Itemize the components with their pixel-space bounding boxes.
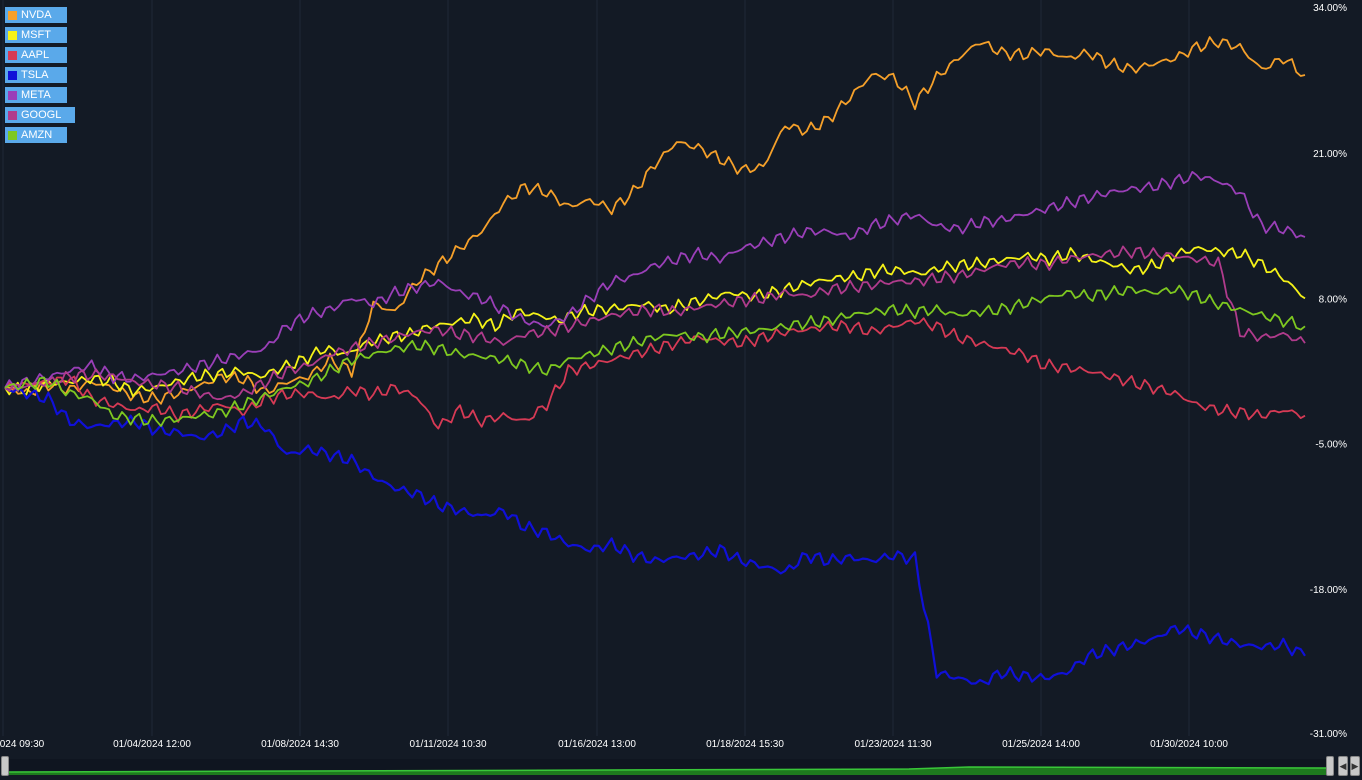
x-tick-label: 01/30/2024 10:00 (1150, 739, 1228, 750)
series-line-tsla (4, 386, 1306, 686)
legend-label: MSFT (21, 29, 51, 41)
legend-swatch (8, 30, 17, 40)
navigator-left-handle[interactable] (1, 756, 9, 776)
series-line-amzn (4, 284, 1306, 427)
navigator-track[interactable] (8, 759, 1328, 775)
series-line-meta (4, 171, 1306, 392)
legend-swatch (8, 50, 17, 60)
legend-swatch (8, 110, 17, 120)
legend-swatch (8, 130, 17, 140)
x-tick-label: 01/25/2024 14:00 (1002, 739, 1080, 750)
range-navigator: ◀ ▶ (0, 755, 1362, 777)
series-line-aapl (4, 317, 1306, 430)
x-tick-label: 01/08/2024 14:30 (261, 739, 339, 750)
legend-item-amzn[interactable]: AMZN (5, 127, 67, 143)
series-lines (4, 36, 1306, 686)
legend-label: AAPL (21, 49, 50, 61)
legend-item-tsla[interactable]: TSLA (5, 67, 67, 83)
y-tick-label: -31.00% (1310, 729, 1347, 740)
legend-label: GOOGL (21, 109, 62, 121)
navigator-preview (8, 766, 1328, 775)
navigator-right-handle[interactable] (1326, 756, 1334, 776)
x-axis: 024 09:30 01/04/2024 12:00 01/08/2024 14:3… (0, 739, 1228, 750)
y-tick-label: 34.00% (1313, 3, 1347, 14)
x-tick-label: 01/16/2024 13:00 (558, 739, 636, 750)
legend-swatch (8, 70, 17, 80)
legend-swatch (8, 10, 17, 20)
legend-item-aapl[interactable]: AAPL (5, 47, 67, 63)
series-line-nvda (4, 36, 1306, 405)
legend-item-meta[interactable]: META (5, 87, 67, 103)
y-tick-label: -18.00% (1310, 585, 1347, 596)
legend-label: META (21, 89, 51, 101)
legend-item-googl[interactable]: GOOGL (5, 107, 75, 123)
legend-label: TSLA (21, 69, 49, 81)
x-tick-label: 01/23/2024 11:30 (854, 739, 932, 750)
scroll-right-button[interactable]: ▶ (1350, 756, 1360, 776)
grid (2, 0, 1190, 736)
y-tick-label: 8.00% (1319, 294, 1347, 305)
navigator-line (8, 766, 1328, 773)
x-tick-label: 01/18/2024 15:30 (706, 739, 784, 750)
scroll-left-button[interactable]: ◀ (1338, 756, 1348, 776)
legend-item-nvda[interactable]: NVDA (5, 7, 67, 23)
legend-item-msft[interactable]: MSFT (5, 27, 67, 43)
y-axis: 34.00% 21.00% 8.00% -5.00% -18.00% -31.00% (1310, 3, 1347, 740)
legend: NVDA MSFT AAPL TSLA META GOOGL AMZN (5, 7, 75, 147)
y-tick-label: 21.00% (1313, 149, 1347, 160)
legend-label: NVDA (21, 9, 52, 21)
legend-label: AMZN (21, 129, 53, 141)
y-tick-label: -5.00% (1315, 440, 1347, 451)
series-line-msft (4, 246, 1306, 398)
x-tick-label: 01/04/2024 12:00 (113, 739, 191, 750)
legend-swatch (8, 90, 17, 100)
x-tick-label: 024 09:30 (0, 739, 45, 750)
series-line-googl (4, 245, 1306, 401)
x-tick-label: 01/11/2024 10:30 (409, 739, 487, 750)
navigator-area (9, 767, 1327, 775)
